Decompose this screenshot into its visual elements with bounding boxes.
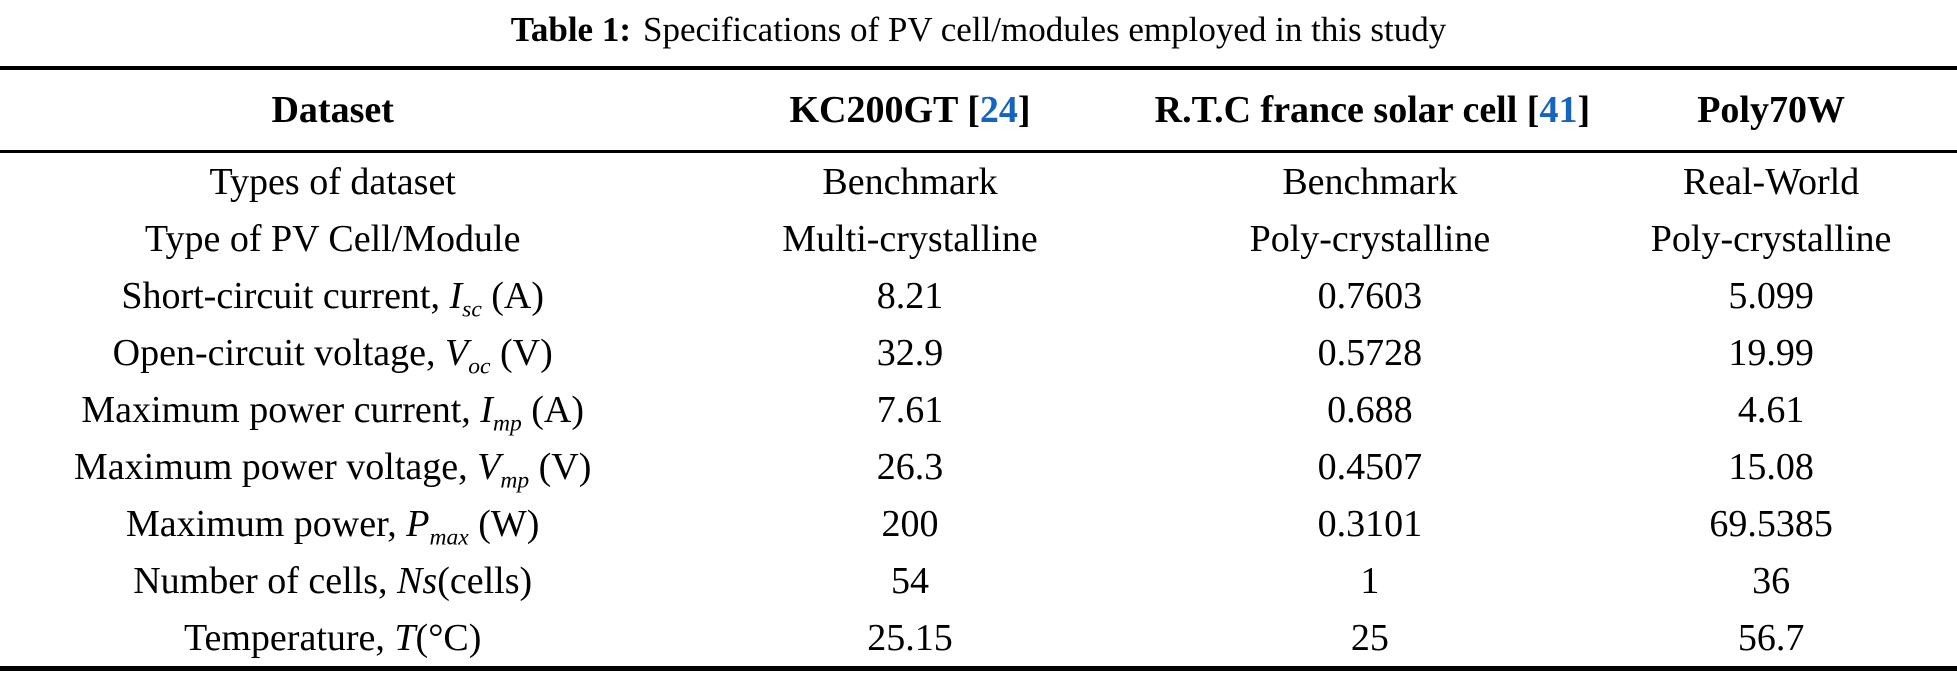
value-cell: 0.5728 (1317, 331, 1423, 374)
value-cell: 15.08 (1728, 445, 1814, 488)
value-cell: 0.688 (1327, 388, 1413, 431)
value-cell: 0.4507 (1317, 445, 1423, 488)
value-cell: 8.21 (876, 274, 944, 317)
math-variable: I (480, 388, 493, 431)
row-label-cell: Maximum power, Pmax (W) (125, 502, 540, 551)
table-row: Maximum power current, Imp (A) 7.61 0.688 4… (0, 381, 1957, 438)
math-variable: P (406, 502, 430, 545)
math-variable: Ns (397, 559, 438, 602)
table-row: Temperature, T(°C) 25.15 25 56.7 (0, 609, 1957, 669)
math-subscript: oc (468, 353, 491, 380)
value-cell: 56.7 (1737, 616, 1805, 659)
value-cell: 19.99 (1728, 331, 1814, 374)
table-caption-label: Table 1: (510, 10, 631, 49)
header-row: Dataset KC200GT [24] R.T.C france solar ce… (0, 68, 1957, 153)
math-subscript: max (429, 524, 469, 551)
table-head: Dataset KC200GT [24] R.T.C france solar ce… (0, 68, 1957, 153)
column-header-2: R.T.C france solar cell [41] (1154, 68, 1590, 153)
row-label-cell: Short-circuit current, Isc (A) (121, 274, 545, 323)
table-row: Maximum power, Pmax (W) 200 0.3101 69.5385 (0, 495, 1957, 552)
pv-specifications-table: Dataset KC200GT [24] R.T.C france solar ce… (0, 66, 1957, 671)
value-cell: 200 (881, 502, 939, 545)
value-cell: Multi-crystalline (782, 217, 1038, 260)
value-cell: 0.3101 (1317, 502, 1423, 545)
value-cell: 32.9 (876, 331, 944, 374)
math-subscript: mp (492, 410, 522, 437)
table-caption: Table 1: Specifications of PV cell/module… (0, 0, 1957, 51)
table-body: Types of dataset Benchmark Benchmark Real-W… (0, 152, 1957, 669)
value-cell: 25 (1350, 616, 1389, 659)
value-cell: 36 (1752, 559, 1791, 602)
table-row: Maximum power voltage, Vmp (V) 26.3 0.4507… (0, 438, 1957, 495)
table-caption-text: Specifications of PV cell/modules employ… (642, 10, 1447, 49)
value-cell: 54 (891, 559, 929, 602)
row-label-cell: Open-circuit voltage, Voc (V) (112, 331, 553, 380)
table-row: Number of cells, Ns(cells) 54 1 36 (0, 552, 1957, 609)
value-cell: 7.61 (876, 388, 944, 431)
math-variable: I (449, 274, 463, 317)
column-header-0: Dataset (0, 68, 666, 153)
column-header-3: Poly70W (1585, 68, 1957, 153)
value-cell: Benchmark (822, 160, 998, 203)
math-variable: V (477, 445, 501, 488)
math-subscript: sc (462, 296, 482, 323)
value-cell: Poly-crystalline (1650, 217, 1892, 260)
value-cell: 69.5385 (1709, 502, 1833, 545)
row-label-cell: Number of cells, Ns(cells) (133, 559, 533, 602)
citation-link[interactable]: 24 (979, 89, 1018, 131)
row-label-cell: Types of dataset (209, 160, 456, 203)
table-row: Short-circuit current, Isc (A) 8.21 0.7603… (0, 267, 1957, 324)
table-row: Types of dataset Benchmark Benchmark Real-W… (0, 152, 1957, 211)
row-label-cell: Maximum power current, Imp (A) (81, 388, 584, 437)
value-cell: 26.3 (876, 445, 944, 488)
value-cell: 0.7603 (1317, 274, 1423, 317)
row-label-cell: Maximum power voltage, Vmp (V) (73, 445, 592, 494)
column-header-1: KC200GT [24] (665, 68, 1155, 153)
value-cell: 1 (1360, 559, 1380, 602)
value-cell: Poly-crystalline (1249, 217, 1491, 260)
value-cell: Benchmark (1282, 160, 1458, 203)
table-row: Type of PV Cell/Module Multi-crystalline P… (0, 210, 1957, 267)
value-cell: 25.15 (867, 616, 953, 659)
citation-link[interactable]: 41 (1539, 89, 1578, 131)
table-row: Open-circuit voltage, Voc (V) 32.9 0.5728 1… (0, 324, 1957, 381)
value-cell: Real-World (1682, 160, 1860, 203)
math-subscript: mp (500, 467, 530, 494)
math-variable: T (394, 616, 416, 659)
math-variable: V (445, 331, 469, 374)
row-label-cell: Temperature, T(°C) (183, 616, 482, 659)
value-cell: 5.099 (1728, 274, 1814, 317)
value-cell: 4.61 (1737, 388, 1805, 431)
row-label-cell: Type of PV Cell/Module (144, 217, 521, 260)
